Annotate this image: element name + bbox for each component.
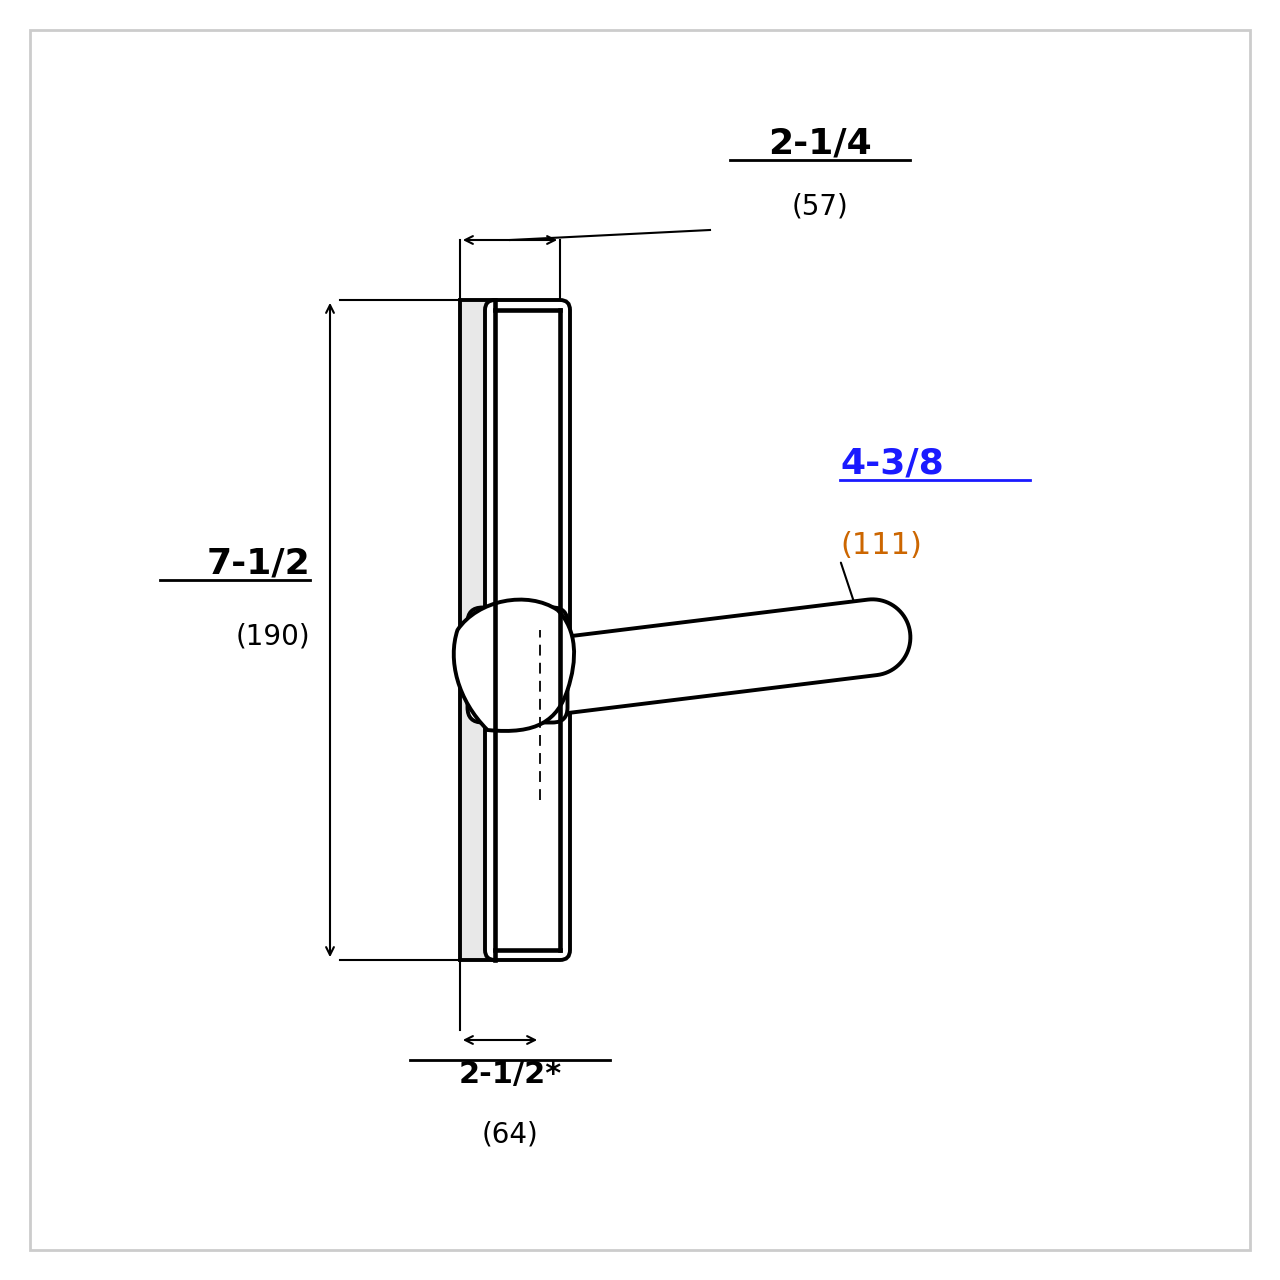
FancyBboxPatch shape <box>485 300 570 960</box>
Text: (190): (190) <box>236 622 310 650</box>
Text: (57): (57) <box>791 192 849 220</box>
Polygon shape <box>460 300 495 960</box>
FancyBboxPatch shape <box>467 608 567 722</box>
Polygon shape <box>486 599 910 718</box>
Text: 2-1/2*: 2-1/2* <box>458 1060 562 1089</box>
Text: 2-1/4: 2-1/4 <box>768 125 872 160</box>
PathPatch shape <box>453 599 573 731</box>
Text: 4-3/8: 4-3/8 <box>840 445 943 480</box>
Text: (111): (111) <box>840 531 922 561</box>
Text: (64): (64) <box>481 1120 539 1148</box>
Text: 7-1/2: 7-1/2 <box>206 547 310 580</box>
